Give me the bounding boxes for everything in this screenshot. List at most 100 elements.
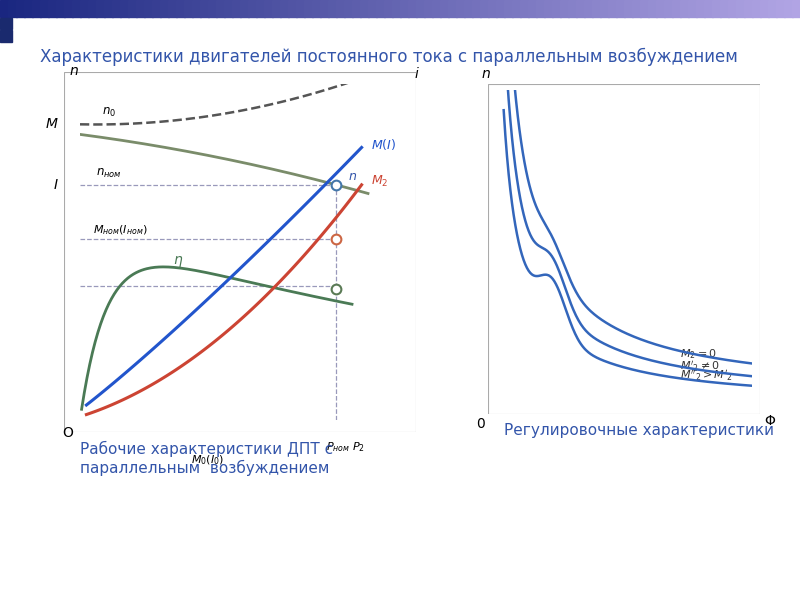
Bar [688,0,697,17]
Bar [512,0,521,17]
Bar [320,0,329,17]
Bar [176,0,185,17]
Text: $n_0$: $n_0$ [102,106,116,119]
Text: n: n [482,67,490,81]
Bar [600,0,609,17]
Bar [208,0,217,17]
Bar [616,0,625,17]
Bar [368,0,377,17]
Bar [728,0,737,17]
Bar [624,0,633,17]
Bar [440,0,449,17]
Bar [784,0,793,17]
Text: Регулировочные характеристики: Регулировочные характеристики [504,423,774,438]
Text: $M(I)$: $M(I)$ [371,137,396,152]
Bar [32,0,41,17]
Bar [48,0,57,17]
Bar [552,0,561,17]
Bar [760,0,769,17]
Bar [456,0,465,17]
Text: $n_{ном}$: $n_{ном}$ [96,166,122,179]
Bar [432,0,441,17]
Bar [448,0,457,17]
Bar [248,0,257,17]
Bar [72,0,81,17]
Bar [16,0,25,17]
Text: $P_{ном}$ $P_2$: $P_{ном}$ $P_2$ [326,440,365,454]
Bar [232,0,241,17]
Bar [296,0,305,17]
Bar [704,0,713,17]
Bar [664,0,673,17]
Bar [0,30,12,42]
Bar [80,0,89,17]
Bar [200,0,209,17]
Bar [256,0,265,17]
Bar [56,0,65,17]
Bar [528,0,537,17]
Text: $M_0(I_0)$: $M_0(I_0)$ [191,454,225,467]
Text: Характеристики двигателей постоянного тока с параллельным возбуждением: Характеристики двигателей постоянного то… [40,48,738,66]
Bar [640,0,649,17]
Bar [272,0,281,17]
Bar [544,0,553,17]
Bar [472,0,481,17]
Bar [280,0,289,17]
Bar [752,0,761,17]
Text: n: n [349,170,357,183]
Bar [736,0,745,17]
Bar [648,0,657,17]
Bar [672,0,681,17]
Bar [384,0,393,17]
Bar [24,0,33,17]
Bar [328,0,337,17]
Bar [112,0,121,17]
Text: $\Phi$: $\Phi$ [764,414,776,428]
Bar [768,0,777,17]
Bar [656,0,665,17]
Bar [496,0,505,17]
Bar [168,0,177,17]
Text: O: O [62,427,73,440]
Text: $M''_2 > M'_2$: $M''_2 > M'_2$ [680,368,734,383]
Bar [288,0,297,17]
Bar [128,0,137,17]
Bar [120,0,129,17]
Bar [360,0,369,17]
Bar [96,0,105,17]
Bar [192,0,201,17]
Bar [608,0,617,17]
Bar [680,0,689,17]
Text: 0: 0 [476,417,485,431]
Bar [504,0,513,17]
Text: n: n [70,64,78,77]
Bar [400,0,409,17]
Bar [304,0,313,17]
Bar [152,0,161,17]
Bar [144,0,153,17]
Text: M: M [46,118,58,131]
Bar [584,0,593,17]
Text: I: I [54,178,58,192]
Text: $M_2 = 0$: $M_2 = 0$ [680,347,717,361]
Bar [488,0,497,17]
Text: Рабочие характеристики ДПТ с
параллельным  возбуждением: Рабочие характеристики ДПТ с параллельны… [80,441,333,476]
Bar [776,0,785,17]
Bar [0,0,9,17]
Bar [224,0,233,17]
Bar [408,0,417,17]
Text: $M_2$: $M_2$ [371,174,389,189]
Bar [40,0,49,17]
Bar [576,0,585,17]
Bar [536,0,545,17]
Bar [568,0,577,17]
Bar [520,0,529,17]
Bar [376,0,385,17]
Bar [720,0,729,17]
Bar [64,0,73,17]
Bar [352,0,361,17]
Bar [184,0,193,17]
Bar [240,0,249,17]
Bar [424,0,433,17]
Text: $M'_2 \neq 0$: $M'_2 \neq 0$ [680,359,721,374]
